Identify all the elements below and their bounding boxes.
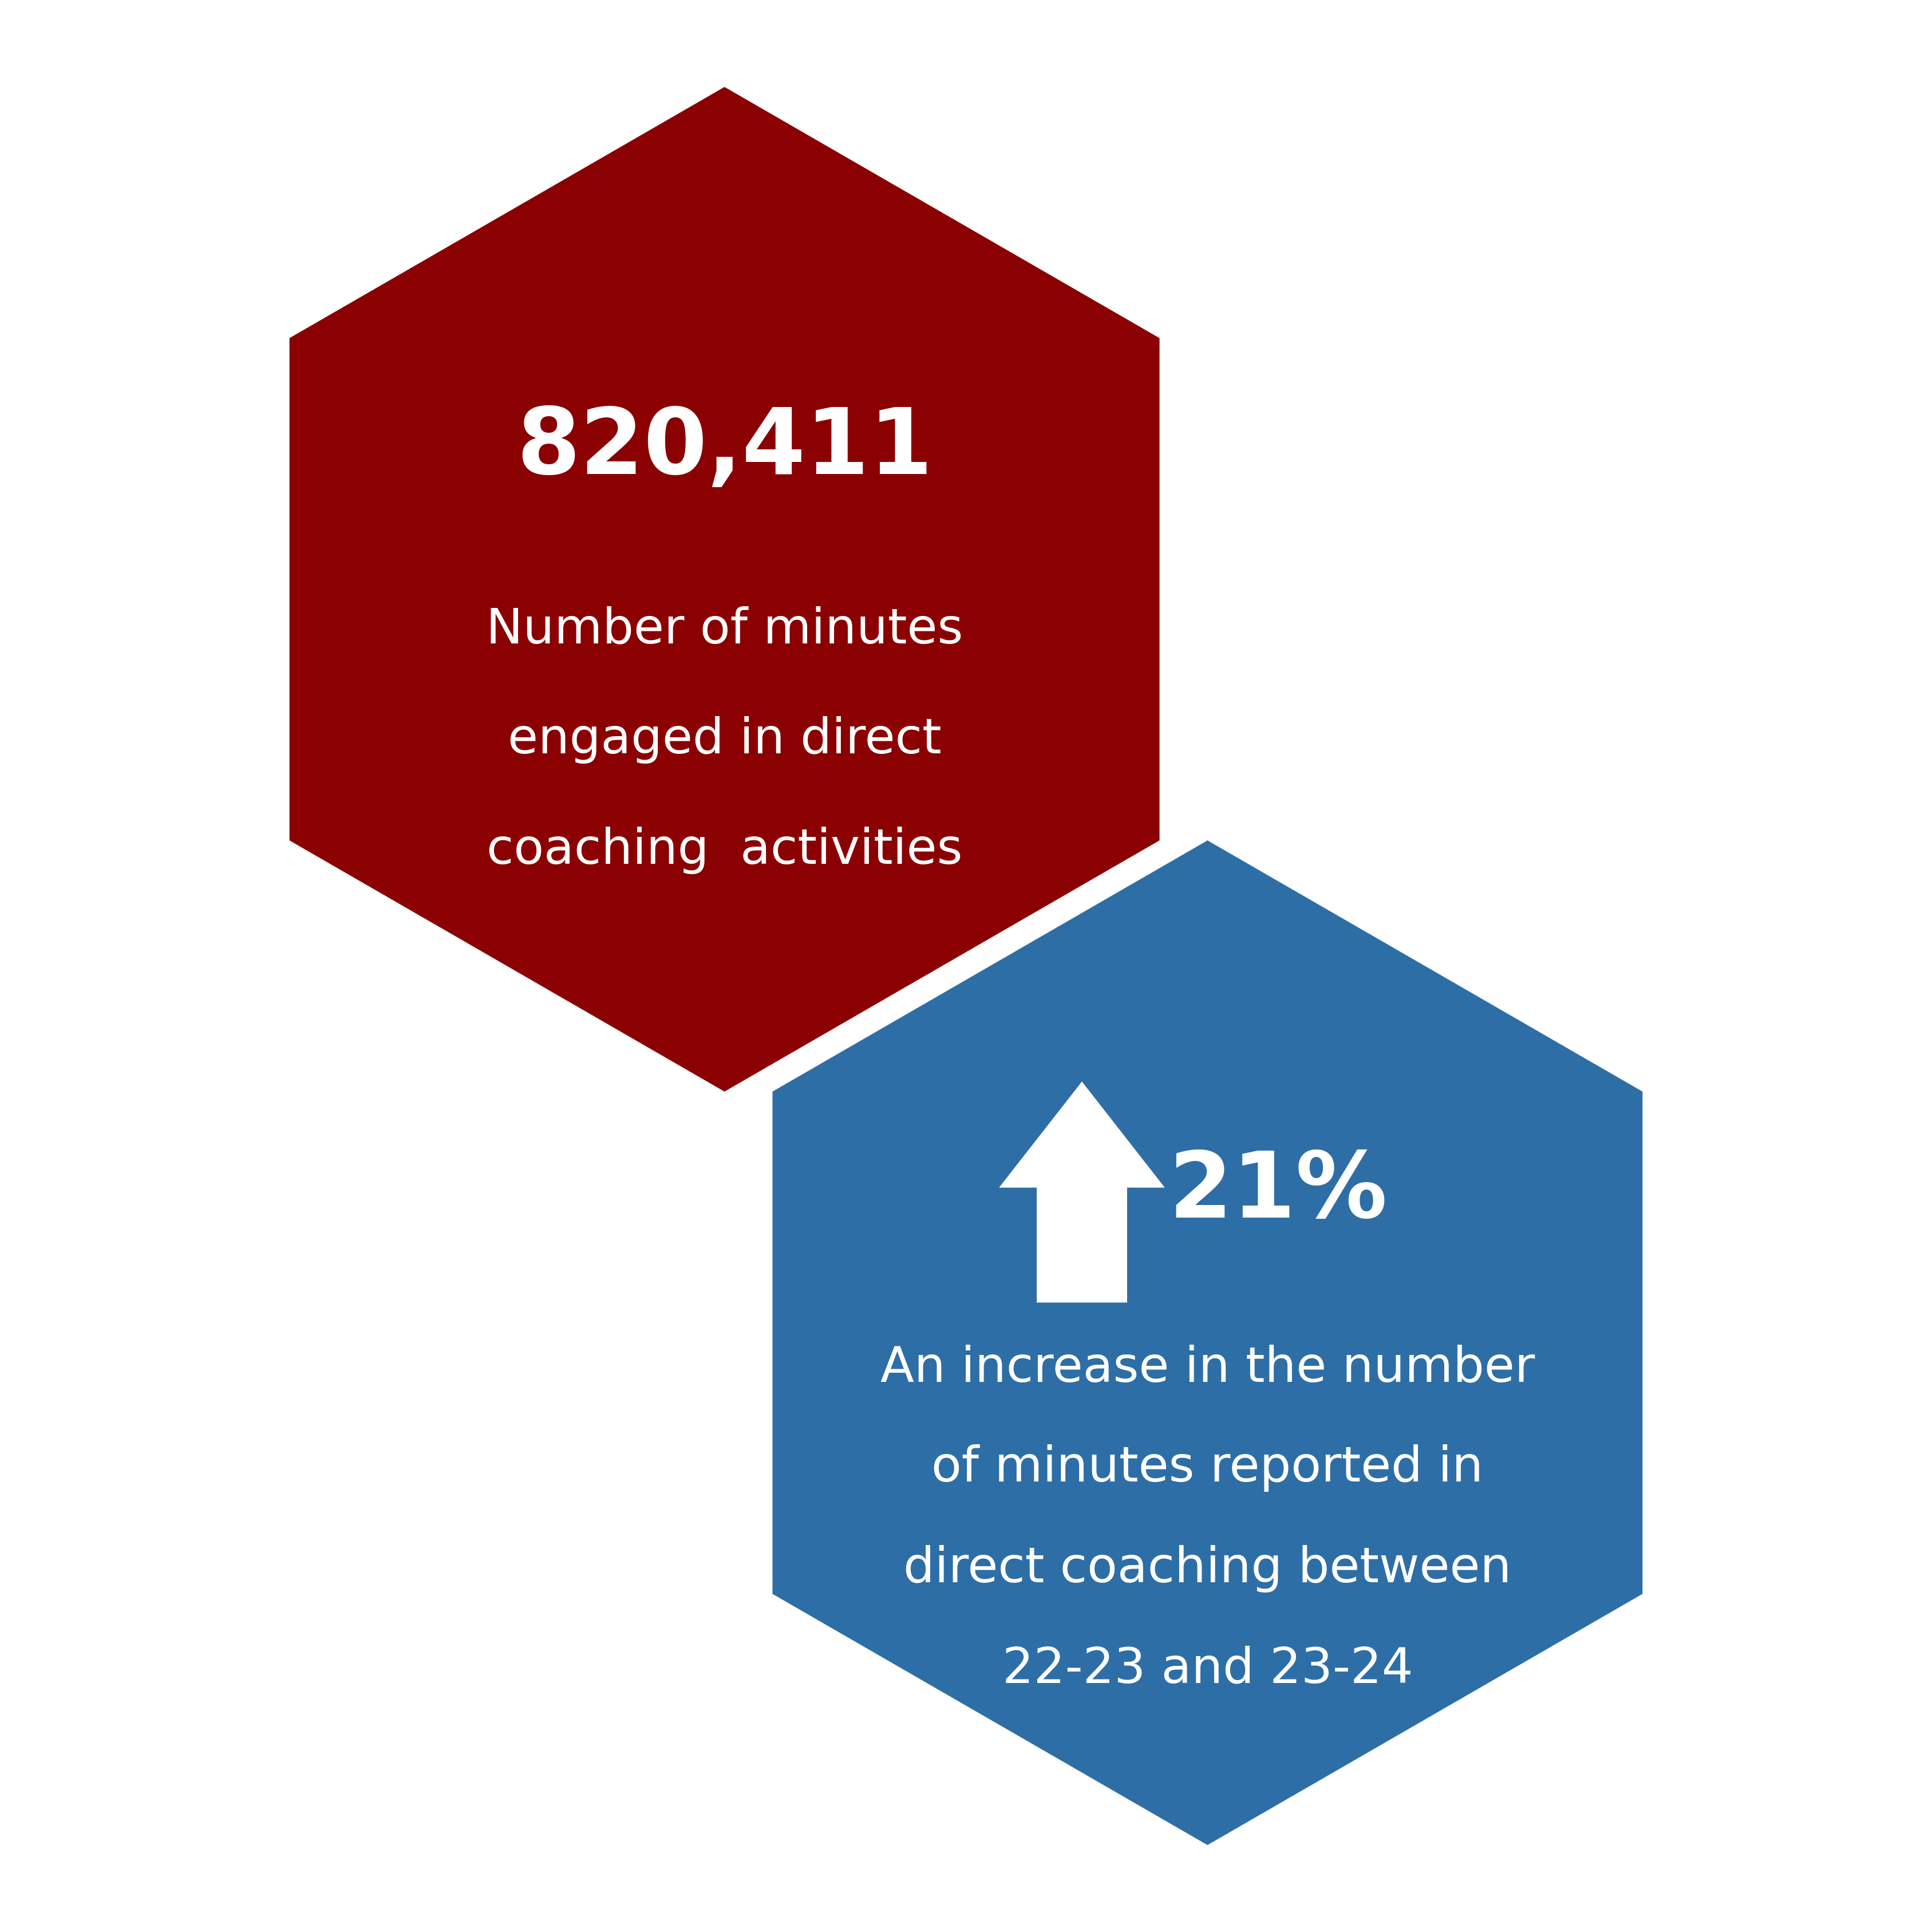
Polygon shape	[290, 87, 1159, 1092]
Text: 22-23 and 23-24: 22-23 and 23-24	[1003, 1646, 1412, 1692]
Text: engaged in direct: engaged in direct	[508, 717, 941, 763]
Polygon shape	[999, 1082, 1165, 1302]
Polygon shape	[773, 840, 1642, 1845]
Text: 820,411: 820,411	[516, 404, 933, 493]
Text: An increase in the number: An increase in the number	[881, 1345, 1534, 1391]
Text: direct coaching between: direct coaching between	[904, 1546, 1511, 1592]
Text: coaching  activities: coaching activities	[487, 827, 962, 873]
Text: Number of minutes: Number of minutes	[487, 607, 962, 653]
Text: 21%: 21%	[1169, 1148, 1387, 1236]
Text: of minutes reported in: of minutes reported in	[931, 1445, 1484, 1492]
